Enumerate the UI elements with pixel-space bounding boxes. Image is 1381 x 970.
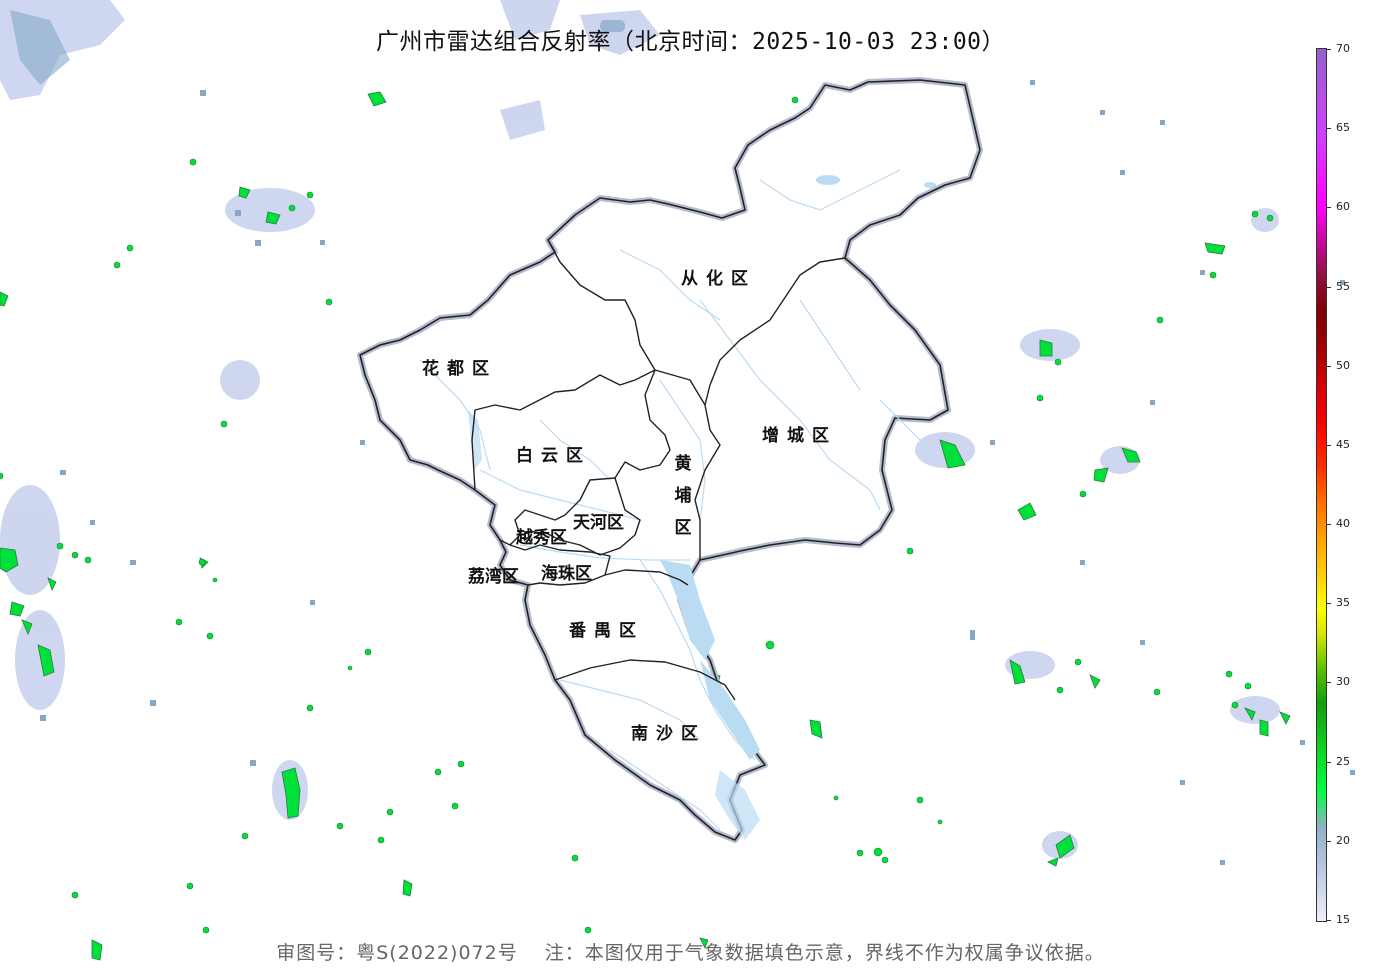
colorbar-tick — [1326, 49, 1331, 50]
colorbar-tick — [1326, 761, 1331, 763]
colorbar-tick — [1326, 286, 1331, 288]
district-label-tianhe: 天河区 — [573, 513, 624, 533]
district-label-huangpu-3: 区 — [674, 518, 692, 538]
map-footer-note: 审图号：粤S(2022)072号 注：本图仅用于气象数据填色示意，界线不作为权属… — [276, 942, 1105, 964]
colorbar-tick-label: 50 — [1336, 358, 1350, 372]
map-title: 广州市雷达组合反射率（北京时间：2025-10-03 23:00） — [375, 29, 1006, 55]
colorbar-tick — [1326, 365, 1331, 367]
colorbar-tick — [1326, 524, 1331, 526]
rivers — [419, 169, 936, 831]
district-label-yuexiu: 越秀区 — [516, 528, 567, 548]
colorbar-tick — [1326, 444, 1331, 446]
colorbar-tick — [1326, 603, 1331, 605]
colorbar-tick — [1326, 840, 1331, 842]
colorbar-tick-label: 35 — [1336, 596, 1350, 610]
colorbar-tick-label: 40 — [1336, 517, 1350, 531]
district-label-nansha: 南沙区 — [631, 724, 706, 744]
colorbar-tick-label: 65 — [1336, 121, 1350, 135]
colorbar-tick — [1326, 207, 1331, 209]
colorbar-tick-label: 20 — [1336, 833, 1350, 847]
reflectivity-colorbar — [1316, 48, 1327, 922]
colorbar-tick-label: 45 — [1336, 437, 1350, 451]
weak-echo-layer — [0, 0, 1280, 859]
colorbar-tick-label: 30 — [1336, 675, 1350, 689]
colorbar-tick-label: 25 — [1336, 754, 1350, 768]
district-label-conghua: 从化区 — [681, 269, 756, 289]
colorbar-tick-label: 60 — [1336, 200, 1350, 214]
light-echo-layer — [10, 10, 1355, 865]
colorbar-tick-label: 70 — [1336, 42, 1350, 55]
colorbar-tick-label: 15 — [1336, 913, 1350, 926]
district-label-huangpu-1: 黄 — [674, 454, 692, 474]
district-boundaries — [471, 239, 846, 701]
district-label-huangpu: 黄 埔 区 — [673, 448, 693, 544]
district-label-panyu: 番禺区 — [569, 621, 644, 641]
district-label-huadu: 花都区 — [422, 359, 497, 379]
colorbar-tick-label: 55 — [1336, 279, 1350, 293]
district-label-haizhu: 海珠区 — [541, 564, 592, 584]
district-label-huangpu-2: 埔 — [674, 486, 692, 506]
colorbar-tick — [1326, 128, 1331, 130]
district-label-liwan: 荔湾区 — [468, 567, 519, 587]
district-label-zengcheng: 增城区 — [762, 426, 837, 446]
colorbar-tick — [1326, 920, 1331, 921]
colorbar-tick — [1326, 682, 1331, 684]
district-label-baiyun: 白云区 — [516, 446, 591, 466]
lakes — [468, 175, 936, 840]
